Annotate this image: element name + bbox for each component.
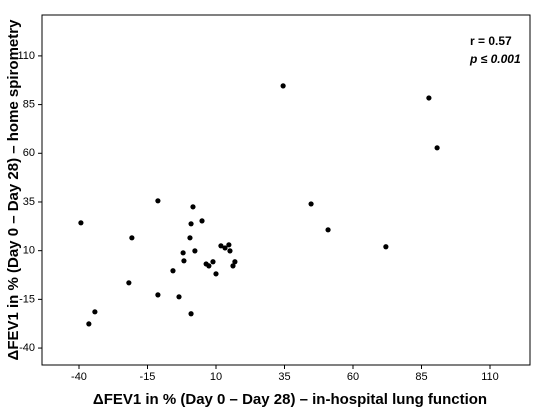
point <box>155 292 161 298</box>
x-tick-label: 110 <box>481 371 499 383</box>
point <box>176 294 182 300</box>
point <box>155 198 161 204</box>
x-axis-title: ΔFEV1 in % (Day 0 – Day 28) – in-hospita… <box>93 391 487 408</box>
point <box>92 309 98 315</box>
point <box>308 201 314 207</box>
y-tick-label: 35 <box>23 196 35 208</box>
point <box>78 220 84 226</box>
point <box>206 263 212 269</box>
point <box>170 268 176 274</box>
y-tick-label: 85 <box>23 99 35 111</box>
point <box>280 83 286 89</box>
y-axis-title: ΔFEV1 in % (Day 0 – Day 28) – home spiro… <box>5 19 22 361</box>
x-tick-label: 10 <box>210 371 222 383</box>
point <box>226 242 232 248</box>
x-tick-label: 85 <box>415 371 427 383</box>
point <box>188 221 194 227</box>
point <box>383 244 389 250</box>
point <box>192 248 198 254</box>
y-tick-label: 10 <box>23 245 35 257</box>
point <box>126 280 132 286</box>
point <box>325 227 331 233</box>
y-tick-label: -40 <box>19 342 35 354</box>
plot-frame <box>41 14 531 366</box>
point <box>210 259 216 265</box>
point <box>86 321 92 327</box>
point <box>426 95 432 101</box>
annotation-r: r = 0.57 <box>470 34 512 48</box>
point <box>434 145 440 151</box>
point <box>180 250 186 256</box>
x-tick-label: -40 <box>71 371 87 383</box>
annotation-p: p ≤ 0.001 <box>469 52 521 66</box>
point <box>213 271 219 277</box>
y-tick-label: -15 <box>19 293 35 305</box>
x-tick-label: 60 <box>347 371 359 383</box>
x-tick-label: 35 <box>278 371 290 383</box>
point <box>129 235 135 241</box>
y-tick-label: 110 <box>17 50 35 62</box>
point <box>199 218 205 224</box>
point <box>188 311 194 317</box>
y-tick-label: 60 <box>23 147 35 159</box>
point <box>187 235 193 241</box>
point <box>190 204 196 210</box>
point <box>218 243 224 249</box>
point <box>222 245 228 251</box>
point <box>227 248 233 254</box>
x-tick-label: -15 <box>140 371 156 383</box>
point <box>230 263 236 269</box>
point <box>232 259 238 265</box>
point <box>181 258 187 264</box>
